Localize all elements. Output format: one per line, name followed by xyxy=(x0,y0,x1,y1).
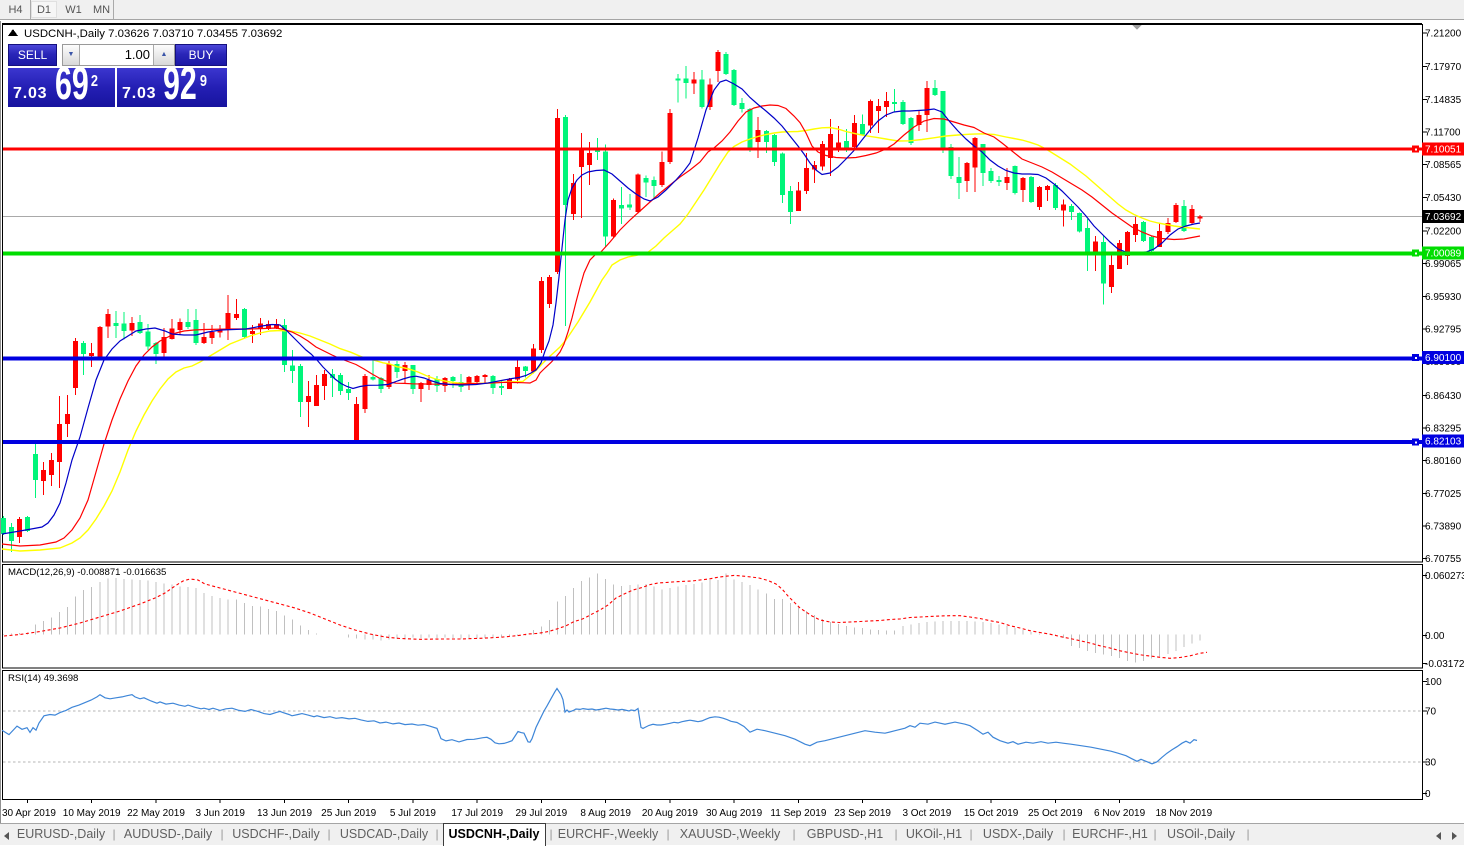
svg-text:7.14835: 7.14835 xyxy=(1425,95,1462,106)
svg-text:17 Jul 2019: 17 Jul 2019 xyxy=(451,808,503,819)
svg-text:6.90100: 6.90100 xyxy=(1425,353,1462,364)
svg-text:7.21200: 7.21200 xyxy=(1425,29,1462,40)
svg-text:7.10051: 7.10051 xyxy=(1425,145,1462,156)
svg-text:6.95930: 6.95930 xyxy=(1425,292,1462,303)
svg-text:70: 70 xyxy=(1425,707,1437,718)
svg-text:0.00: 0.00 xyxy=(1425,631,1445,642)
svg-text:25 Jun 2019: 25 Jun 2019 xyxy=(321,808,376,819)
svg-text:18 Nov 2019: 18 Nov 2019 xyxy=(1155,808,1212,819)
svg-text:30 Apr 2019: 30 Apr 2019 xyxy=(2,808,56,819)
svg-text:7.11700: 7.11700 xyxy=(1425,128,1461,139)
svg-text:MACD(12,26,9) -0.008871 -0.016: MACD(12,26,9) -0.008871 -0.016635 xyxy=(8,567,166,578)
svg-text:6.99065: 6.99065 xyxy=(1425,259,1462,270)
svg-text:29 Jul 2019: 29 Jul 2019 xyxy=(516,808,568,819)
svg-text:25 Oct 2019: 25 Oct 2019 xyxy=(1028,808,1083,819)
svg-text:6.86430: 6.86430 xyxy=(1425,391,1462,402)
svg-text:6.92795: 6.92795 xyxy=(1425,325,1462,336)
svg-text:3 Jun 2019: 3 Jun 2019 xyxy=(195,808,245,819)
svg-text:6.77025: 6.77025 xyxy=(1425,489,1462,500)
svg-text:-0.031725: -0.031725 xyxy=(1425,659,1464,670)
svg-text:8 Aug 2019: 8 Aug 2019 xyxy=(580,808,631,819)
svg-text:5 Jul 2019: 5 Jul 2019 xyxy=(390,808,437,819)
svg-text:15 Oct 2019: 15 Oct 2019 xyxy=(964,808,1019,819)
svg-text:23 Sep 2019: 23 Sep 2019 xyxy=(834,808,891,819)
svg-text:7.17970: 7.17970 xyxy=(1425,62,1462,73)
svg-text:7.02200: 7.02200 xyxy=(1425,227,1462,238)
svg-text:6 Nov 2019: 6 Nov 2019 xyxy=(1094,808,1146,819)
svg-text:6.70755: 6.70755 xyxy=(1425,554,1462,565)
svg-text:30 Aug 2019: 30 Aug 2019 xyxy=(706,808,763,819)
svg-text:13 Jun 2019: 13 Jun 2019 xyxy=(257,808,312,819)
svg-text:6.83295: 6.83295 xyxy=(1425,423,1462,434)
svg-text:11 Sep 2019: 11 Sep 2019 xyxy=(770,808,826,819)
svg-text:0: 0 xyxy=(1425,789,1431,800)
svg-text:7.05430: 7.05430 xyxy=(1425,193,1462,204)
svg-text:6.82103: 6.82103 xyxy=(1425,437,1462,448)
svg-text:30: 30 xyxy=(1425,758,1437,769)
svg-text:7.00089: 7.00089 xyxy=(1425,249,1462,260)
svg-text:6.80160: 6.80160 xyxy=(1425,456,1462,467)
svg-text:22 May 2019: 22 May 2019 xyxy=(127,808,185,819)
svg-text:0.060273: 0.060273 xyxy=(1425,571,1464,582)
svg-text:3 Oct 2019: 3 Oct 2019 xyxy=(902,808,951,819)
svg-text:10 May 2019: 10 May 2019 xyxy=(63,808,121,819)
svg-text:20 Aug 2019: 20 Aug 2019 xyxy=(642,808,699,819)
svg-text:100: 100 xyxy=(1425,677,1442,688)
svg-text:7.08565: 7.08565 xyxy=(1425,160,1462,171)
svg-text:6.73890: 6.73890 xyxy=(1425,521,1462,532)
svg-text:USDCNH-,Daily 7.03626 7.03710: USDCNH-,Daily 7.03626 7.03710 7.03455 7.… xyxy=(24,28,282,40)
svg-text:RSI(14) 49.3698: RSI(14) 49.3698 xyxy=(8,673,78,684)
svg-text:7.03692: 7.03692 xyxy=(1425,212,1462,223)
